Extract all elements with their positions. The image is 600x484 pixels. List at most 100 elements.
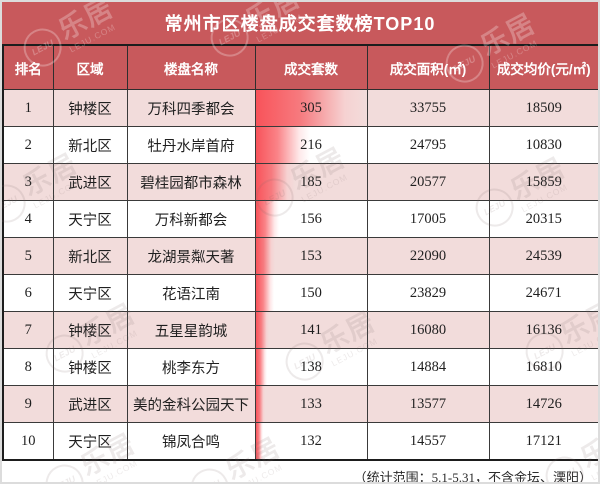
table-row: 8 钟楼区 桃李东方 138 14884 16810	[2, 348, 598, 386]
cell-deals: 305	[254, 89, 368, 127]
cell-rank: 7	[2, 311, 54, 349]
cell-price: 18509	[488, 89, 598, 127]
column-header-rank: 排名	[2, 44, 54, 90]
cell-rank: 9	[2, 385, 54, 423]
cell-area: 20577	[366, 163, 490, 201]
table-row: 10 天宁区 锦凤合鸣 132 14557 17121	[2, 422, 598, 461]
deals-value: 132	[300, 433, 322, 449]
cell-price: 16136	[488, 311, 598, 349]
cell-rank: 4	[2, 200, 54, 238]
cell-deals: 141	[254, 311, 368, 349]
cell-rank: 1	[2, 89, 54, 127]
deals-databar	[256, 349, 267, 385]
deals-value: 133	[300, 396, 322, 412]
cell-district: 钟楼区	[52, 311, 128, 349]
cell-area: 14884	[366, 348, 490, 386]
cell-district: 武进区	[52, 163, 128, 201]
cell-deals: 156	[254, 200, 368, 238]
cell-area: 17005	[366, 200, 490, 238]
deals-databar	[256, 386, 266, 422]
footer-note: （统计范围：5.1-5.31，不含金坛、溧阳）	[353, 469, 592, 484]
table-body: 1 钟楼区 万科四季都会 305 33755 18509 2 新北区 牡丹水岸首府 216 2479…	[2, 89, 598, 461]
column-header-project: 楼盘名称	[126, 44, 256, 90]
cell-district: 新北区	[52, 237, 128, 275]
deals-value: 153	[300, 248, 322, 264]
cell-project: 万科四季都会	[126, 89, 256, 127]
deals-value: 156	[300, 211, 322, 227]
deals-databar	[256, 312, 269, 348]
cell-price: 14726	[488, 385, 598, 423]
cell-area: 16080	[366, 311, 490, 349]
cell-rank: 8	[2, 348, 54, 386]
cell-deals: 185	[254, 163, 368, 201]
cell-rank: 3	[2, 163, 54, 201]
cell-area: 33755	[366, 89, 490, 127]
cell-area: 24795	[366, 126, 490, 164]
cell-project: 锦凤合鸣	[126, 422, 256, 461]
cell-project: 五星星韵城	[126, 311, 256, 349]
cell-rank: 6	[2, 274, 54, 312]
cell-price: 10830	[488, 126, 598, 164]
cell-deals: 153	[254, 237, 368, 275]
cell-district: 天宁区	[52, 200, 128, 238]
cell-project: 万科新都会	[126, 200, 256, 238]
deals-databar	[256, 127, 310, 163]
ranking-table: 排名 区域 楼盘名称 成交套数 成交面积(㎡) 成交均价(元/㎡) 1 钟楼区 万科四季都会 3…	[2, 44, 598, 461]
table-row: 7 钟楼区 五星星韵城 141 16080 16136	[2, 311, 598, 349]
cell-rank: 10	[2, 422, 54, 461]
cell-area: 14557	[366, 422, 490, 461]
table-row: 5 新北区 龙湖景粼天著 153 22090 24539	[2, 237, 598, 275]
table-row: 4 天宁区 万科新都会 156 17005 20315	[2, 200, 598, 238]
cell-district: 新北区	[52, 126, 128, 164]
deals-databar	[256, 238, 276, 274]
cell-project: 碧桂园都市森林	[126, 163, 256, 201]
page-title: 常州市区楼盘成交套数榜TOP10	[164, 14, 436, 34]
deals-value: 216	[300, 137, 322, 153]
cell-district: 天宁区	[52, 274, 128, 312]
table-row: 1 钟楼区 万科四季都会 305 33755 18509	[2, 89, 598, 127]
table-header-row: 排名 区域 楼盘名称 成交套数 成交面积(㎡) 成交均价(元/㎡)	[2, 44, 598, 90]
cell-deals: 138	[254, 348, 368, 386]
column-header-deals: 成交套数	[254, 44, 368, 90]
cell-area: 22090	[366, 237, 490, 275]
deals-databar	[256, 423, 264, 459]
deals-databar	[256, 275, 275, 311]
cell-project: 花语江南	[126, 274, 256, 312]
column-header-price: 成交均价(元/㎡)	[488, 44, 598, 90]
footer-bar: （统计范围：5.1-5.31，不含金坛、溧阳）	[2, 461, 598, 484]
cell-rank: 5	[2, 237, 54, 275]
deals-value: 185	[300, 174, 322, 190]
cell-rank: 2	[2, 126, 54, 164]
deals-value: 138	[300, 359, 322, 375]
cell-district: 钟楼区	[52, 89, 128, 127]
column-header-area: 成交面积(㎡)	[366, 44, 490, 90]
cell-price: 24671	[488, 274, 598, 312]
cell-district: 武进区	[52, 385, 128, 423]
cell-project: 桃李东方	[126, 348, 256, 386]
cell-price: 20315	[488, 200, 598, 238]
table-row: 3 武进区 碧桂园都市森林 185 20577 15859	[2, 163, 598, 201]
column-header-district: 区域	[52, 44, 128, 90]
cell-area: 23829	[366, 274, 490, 312]
title-bar: 常州市区楼盘成交套数榜TOP10	[2, 2, 598, 44]
cell-deals: 216	[254, 126, 368, 164]
table-row: 9 武进区 美的金科公园天下 133 13577 14726	[2, 385, 598, 423]
deals-value: 305	[300, 100, 322, 116]
deals-databar	[256, 90, 366, 126]
deals-value: 150	[300, 285, 322, 301]
cell-project: 牡丹水岸首府	[126, 126, 256, 164]
cell-price: 15859	[488, 163, 598, 201]
cell-deals: 133	[254, 385, 368, 423]
cell-project: 美的金科公园天下	[126, 385, 256, 423]
cell-district: 天宁区	[52, 422, 128, 461]
cell-price: 17121	[488, 422, 598, 461]
cell-district: 钟楼区	[52, 348, 128, 386]
cell-deals: 132	[254, 422, 368, 461]
deals-value: 141	[300, 322, 322, 338]
deals-databar	[256, 164, 296, 200]
cell-deals: 150	[254, 274, 368, 312]
table-row: 2 新北区 牡丹水岸首府 216 24795 10830	[2, 126, 598, 164]
table-row: 6 天宁区 花语江南 150 23829 24671	[2, 274, 598, 312]
cell-price: 24539	[488, 237, 598, 275]
